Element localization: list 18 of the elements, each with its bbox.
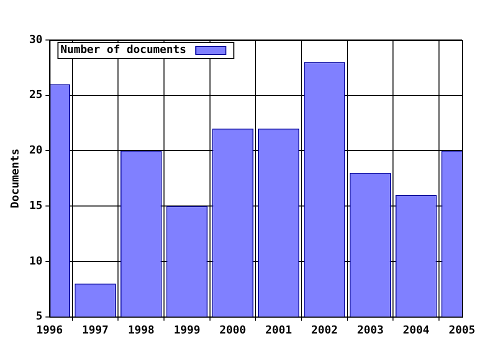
x-tick-label: 2002	[311, 323, 338, 336]
x-tick-label: 2003	[357, 323, 384, 336]
y-tick-label: 20	[29, 144, 42, 157]
y-tick-label: 15	[29, 198, 42, 212]
x-tick-label: 2005	[448, 323, 476, 336]
y-tick-label: 30	[29, 32, 42, 46]
x-tick-label: 1997	[82, 323, 109, 336]
y-tick-label: 25	[29, 88, 42, 102]
legend-label: Number of documents	[60, 42, 186, 56]
y-tick-label: 5	[36, 310, 42, 323]
x-tick-label: 2004	[402, 323, 430, 336]
x-tick-label: 1996	[36, 323, 64, 336]
x-tick-label: 1999	[174, 323, 200, 336]
x-tick-label: 1998	[128, 323, 154, 336]
y-axis-title: Documents	[8, 148, 22, 208]
x-tick-label: 2000	[220, 323, 246, 336]
x-tick-label: 2001	[265, 323, 292, 336]
y-tick-label: 10	[29, 254, 42, 268]
